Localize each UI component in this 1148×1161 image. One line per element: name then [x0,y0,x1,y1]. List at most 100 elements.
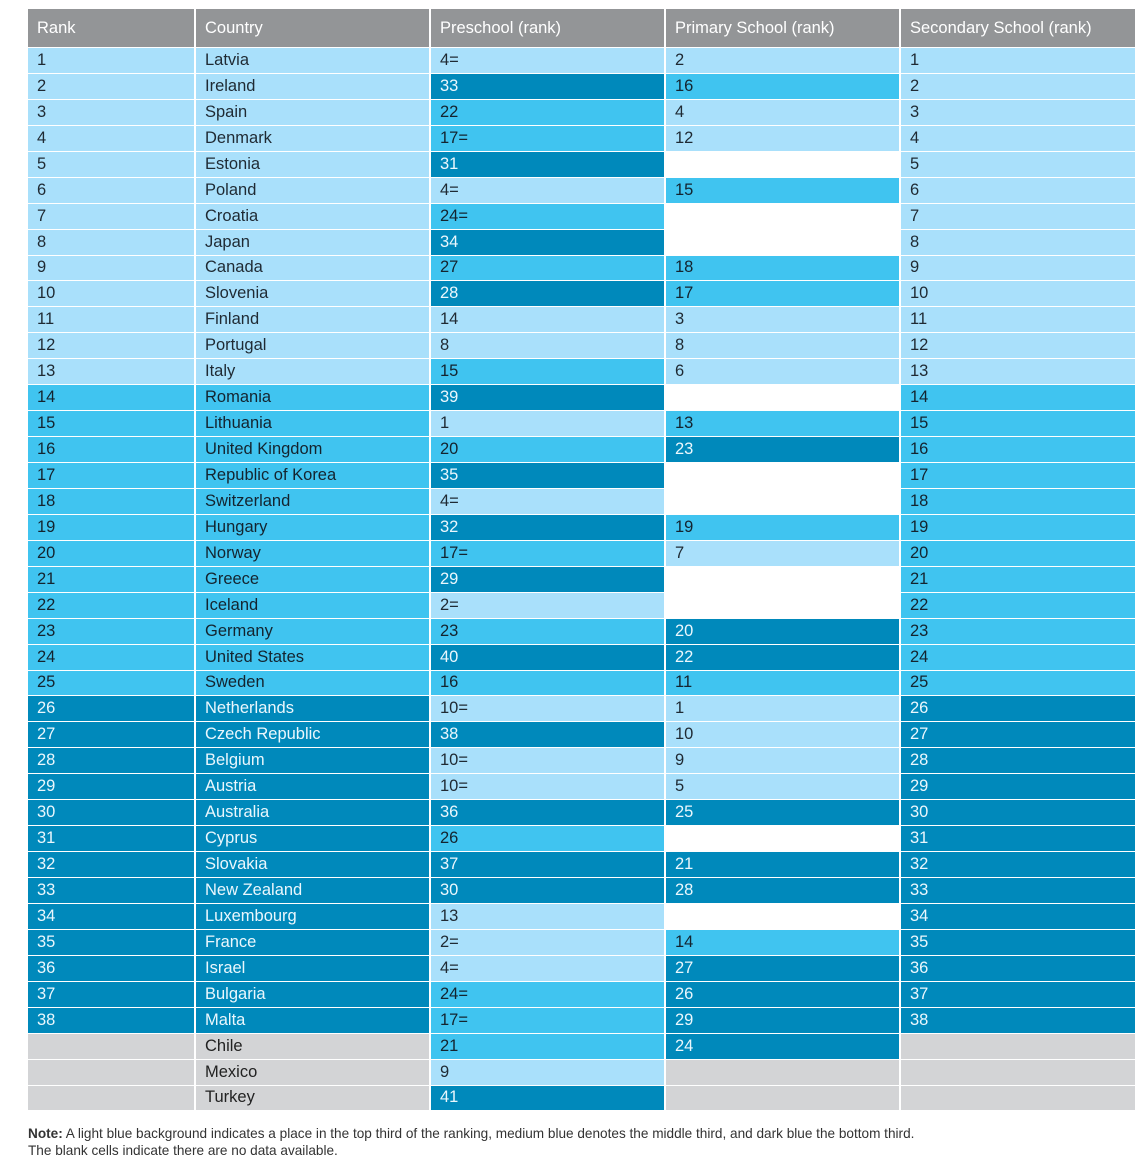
cell-rank: 1 [28,48,196,74]
cell-rank: 22 [28,592,196,619]
table-row: 1 Latvia 4= 2 1 [28,48,1135,74]
cell-preschool: 33 [431,73,666,100]
cell-secondary: 28 [901,748,1135,775]
cell-rank: 15 [28,411,196,438]
cell-country: Spain [196,99,431,126]
cell-country: Sweden [196,670,431,697]
cell-rank: 23 [28,618,196,645]
cell-rank: 36 [28,955,196,982]
cell-primary [666,203,901,230]
cell-secondary: 2 [901,73,1135,100]
cell-preschool: 17= [431,1007,666,1034]
table-row: 37 Bulgaria 24= 26 37 [28,981,1135,1008]
table-row: 10 Slovenia 28 17 10 [28,281,1135,308]
cell-secondary: 31 [901,826,1135,853]
cell-rank: 6 [28,177,196,204]
cell-preschool: 28 [431,281,666,308]
cell-country: Chile [196,1033,431,1060]
cell-primary: 19 [666,514,901,541]
cell-country: Ireland [196,73,431,100]
cell-primary [666,1085,901,1112]
table-row: 22 Iceland 2= 22 [28,592,1135,619]
cell-country: Poland [196,177,431,204]
cell-secondary: 32 [901,852,1135,878]
cell-primary: 4 [666,99,901,126]
cell-rank: 35 [28,929,196,956]
cell-secondary: 16 [901,437,1135,463]
header-preschool: Preschool (rank) [431,9,666,48]
cell-country: Belgium [196,748,431,775]
cell-preschool: 14 [431,307,666,334]
cell-country: Hungary [196,514,431,541]
cell-primary [666,903,901,930]
table-row: 27 Czech Republic 38 10 27 [28,722,1135,749]
cell-secondary: 9 [901,255,1135,282]
cell-rank: 9 [28,255,196,282]
cell-preschool: 23 [431,618,666,645]
cell-preschool: 15 [431,359,666,386]
cell-country: Czech Republic [196,722,431,749]
table-row: 16 United Kingdom 20 23 16 [28,437,1135,463]
cell-primary: 9 [666,748,901,775]
cell-country: Slovenia [196,281,431,308]
cell-secondary: 14 [901,385,1135,412]
cell-secondary: 21 [901,566,1135,593]
cell-country: Norway [196,540,431,567]
cell-primary: 7 [666,540,901,567]
cell-primary: 28 [666,878,901,904]
cell-preschool: 26 [431,826,666,853]
cell-secondary: 26 [901,696,1135,723]
table-row: 12 Portugal 8 8 12 [28,333,1135,360]
table-row: 36 Israel 4= 27 36 [28,955,1135,982]
cell-country: Bulgaria [196,981,431,1008]
cell-rank: 25 [28,670,196,697]
table-row: 19 Hungary 32 19 19 [28,514,1135,541]
cell-country: Italy [196,359,431,386]
cell-rank: 17 [28,463,196,489]
note-line-1: Note: A light blue background indicates … [28,1125,1138,1142]
cell-primary: 12 [666,125,901,152]
cell-rank: 11 [28,307,196,334]
cell-preschool: 8 [431,333,666,360]
cell-secondary: 5 [901,151,1135,178]
table-row: 9 Canada 27 18 9 [28,255,1135,282]
cell-primary: 13 [666,411,901,438]
cell-rank: 13 [28,359,196,386]
header-rank: Rank [28,9,196,48]
table-row: 34 Luxembourg 13 34 [28,903,1135,930]
table-row: 17 Republic of Korea 35 17 [28,463,1135,489]
cell-preschool: 29 [431,566,666,593]
cell-preschool: 4= [431,955,666,982]
cell-secondary: 34 [901,903,1135,930]
cell-preschool: 17= [431,540,666,567]
cell-preschool: 10= [431,748,666,775]
cell-country: Lithuania [196,411,431,438]
cell-primary: 16 [666,73,901,100]
table-row: 5 Estonia 31 5 [28,151,1135,178]
cell-preschool: 37 [431,852,666,878]
cell-secondary: 17 [901,463,1135,489]
cell-country: Australia [196,800,431,827]
cell-preschool: 2= [431,592,666,619]
cell-country: Portugal [196,333,431,360]
cell-country: Turkey [196,1085,431,1112]
cell-country: Republic of Korea [196,463,431,489]
table-row: 33 New Zealand 30 28 33 [28,878,1135,904]
cell-rank: 24 [28,644,196,671]
cell-preschool: 34 [431,229,666,256]
cell-secondary: 13 [901,359,1135,386]
cell-preschool: 10= [431,696,666,723]
cell-country: Estonia [196,151,431,178]
cell-rank: 37 [28,981,196,1008]
cell-rank: 14 [28,385,196,412]
cell-country: Germany [196,618,431,645]
cell-secondary: 4 [901,125,1135,152]
cell-primary [666,385,901,412]
cell-country: Malta [196,1007,431,1034]
cell-primary: 22 [666,644,901,671]
cell-secondary: 15 [901,411,1135,438]
table-row: Turkey 41 [28,1085,1135,1112]
cell-preschool: 41 [431,1085,666,1112]
table-row: 25 Sweden 16 11 25 [28,670,1135,697]
cell-country: Greece [196,566,431,593]
